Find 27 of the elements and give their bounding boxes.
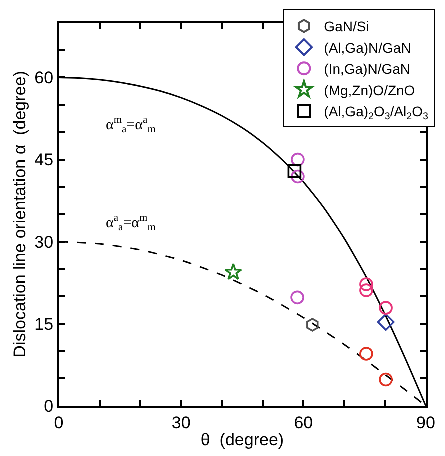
- y-tick-label: 30: [34, 232, 54, 252]
- point: [224, 263, 242, 280]
- x-tick-label: 90: [416, 413, 436, 432]
- point: [306, 318, 319, 332]
- legend-label: (Al,Ga)N/GaN: [324, 40, 412, 56]
- legend-label: GaN/Si: [324, 18, 370, 35]
- legend-label: (Al,Ga)$_{2}$O$_{3}$/Al$_{2}$O$_{3}$: [324, 103, 430, 122]
- y-tick-label: 45: [34, 150, 54, 170]
- point: [379, 301, 393, 315]
- y-tick-label: 15: [34, 314, 54, 334]
- legend-label: (In,Ga)N/GaN: [324, 61, 411, 78]
- point: [360, 347, 374, 361]
- point: [291, 170, 305, 184]
- x-axis-title: θ (degree): [200, 430, 284, 450]
- y-axis-title: Dislocation line orientation α (degree): [10, 71, 30, 358]
- point: [288, 164, 302, 178]
- point: [360, 278, 374, 292]
- legend-label: (Mg,Zn)O/ZnO: [324, 82, 416, 98]
- x-tick-label: 30: [172, 413, 191, 432]
- point: [360, 284, 374, 298]
- point: [291, 152, 305, 167]
- y-tick-label: 60: [34, 68, 54, 88]
- y-tick-label: 0: [44, 396, 54, 416]
- point: [377, 314, 395, 331]
- point: [379, 372, 393, 387]
- x-tick-label: 60: [294, 413, 314, 432]
- point: [290, 290, 304, 305]
